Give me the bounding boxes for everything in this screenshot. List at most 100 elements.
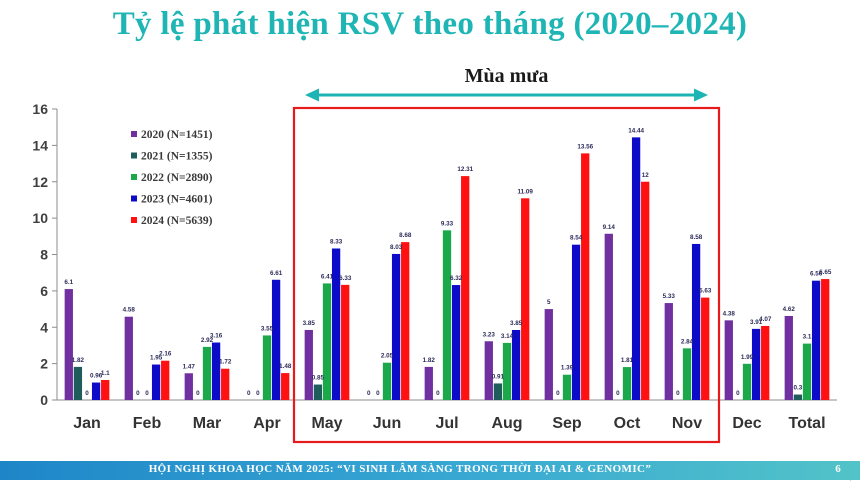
bar-value-label: 1.82 bbox=[423, 357, 436, 364]
bar bbox=[544, 309, 553, 400]
bar bbox=[701, 297, 710, 400]
page-number: 6 bbox=[835, 463, 841, 475]
bar-value-label: 3.1 bbox=[803, 334, 812, 341]
bar bbox=[811, 280, 821, 400]
bar-value-label: 1.81 bbox=[621, 357, 634, 364]
bar bbox=[124, 316, 133, 400]
bar-value-label: 6.1 bbox=[64, 279, 73, 286]
arrow-right-head-icon bbox=[694, 88, 708, 102]
bar-value-label: 0 bbox=[367, 390, 371, 397]
bar-value-label: 8.33 bbox=[330, 238, 343, 245]
bar-value-label: 0 bbox=[616, 390, 620, 397]
bar bbox=[622, 367, 632, 400]
bar-value-label: 5 bbox=[547, 299, 551, 306]
bar-value-label: 1.95 bbox=[150, 355, 163, 362]
chart-legend: 2020 (N=1451) 2021 (N=1355) 2022 (N=2890) 2… bbox=[131, 129, 213, 227]
bar-value-label: 12 bbox=[642, 172, 650, 179]
bar bbox=[751, 328, 761, 400]
y-tick-label: 4 bbox=[40, 319, 48, 335]
bar-value-label: 1.72 bbox=[219, 359, 232, 366]
legend-swatch bbox=[131, 131, 137, 137]
bar bbox=[331, 248, 341, 400]
bar-value-label: 3.14 bbox=[501, 333, 514, 340]
bar-value-label: 1.47 bbox=[183, 363, 196, 370]
bar-value-label: 0.96 bbox=[90, 373, 103, 380]
bar bbox=[562, 374, 572, 400]
y-tick-label: 10 bbox=[32, 210, 48, 226]
bar-value-label: 6.33 bbox=[339, 275, 352, 282]
bar-value-label: 3.85 bbox=[510, 320, 523, 327]
bar bbox=[784, 315, 793, 400]
x-tick-label: Sep bbox=[552, 415, 582, 432]
bar bbox=[202, 346, 212, 400]
bar bbox=[424, 366, 433, 400]
bar bbox=[581, 153, 590, 400]
legend-label: 2024 (N=5639) bbox=[141, 215, 213, 227]
legend-label: 2021 (N=1355) bbox=[141, 151, 213, 163]
bar bbox=[313, 384, 323, 400]
bar-value-label: 1.99 bbox=[741, 354, 754, 361]
bar-value-label: 3.85 bbox=[303, 320, 316, 327]
bar bbox=[682, 348, 692, 400]
bar-value-label: 2.92 bbox=[201, 337, 214, 344]
legend-label: 2020 (N=1451) bbox=[141, 129, 213, 141]
bar bbox=[742, 363, 752, 400]
bar bbox=[73, 366, 83, 400]
bar-value-label: 0 bbox=[145, 390, 149, 397]
bar-value-label: 2.84 bbox=[681, 338, 694, 345]
legend-swatch bbox=[131, 217, 137, 223]
bar bbox=[521, 198, 530, 400]
bar-value-label: 8.03 bbox=[390, 244, 403, 251]
bar-value-label: 12.31 bbox=[457, 166, 473, 173]
bar bbox=[442, 230, 452, 400]
bar bbox=[793, 394, 803, 400]
footer-conference-title: HỘI NGHỊ KHOA HỌC NĂM 2025: “VI SINH LÂM… bbox=[148, 463, 652, 475]
bar bbox=[262, 335, 272, 400]
bar bbox=[604, 233, 613, 400]
bar-value-label: 3.16 bbox=[210, 333, 223, 340]
bar-value-label: 0 bbox=[136, 390, 140, 397]
x-tick-label: Jun bbox=[373, 415, 401, 432]
bar bbox=[161, 360, 170, 400]
bar-value-label: 14.44 bbox=[628, 127, 644, 134]
chart-x-labels: Jan Feb Mar Apr May Jun Jul Aug Sep Oct Nov Dec Tota… bbox=[73, 415, 825, 432]
bar-value-label: 1.39 bbox=[561, 365, 574, 372]
bar-value-label: 8.54 bbox=[570, 235, 583, 242]
bar bbox=[304, 329, 313, 400]
bar-value-label: 2.16 bbox=[159, 351, 172, 358]
x-tick-label: Aug bbox=[491, 415, 522, 432]
x-tick-label: Mar bbox=[193, 415, 221, 432]
x-tick-label: Nov bbox=[672, 415, 702, 432]
slide-title: Tỷ lệ phát hiện RSV theo tháng (2020–202… bbox=[112, 6, 748, 42]
bar-value-label: 3.23 bbox=[483, 331, 496, 338]
y-tick-label: 6 bbox=[40, 283, 48, 299]
bar bbox=[211, 342, 221, 400]
arrow-left-head-icon bbox=[305, 88, 319, 102]
bar bbox=[401, 242, 410, 400]
bar-value-label: 6.56 bbox=[810, 271, 823, 278]
bar bbox=[761, 325, 770, 400]
bar-value-label: 8.68 bbox=[399, 232, 412, 239]
y-tick-label: 2 bbox=[40, 356, 48, 372]
bar-value-label: 6.32 bbox=[450, 275, 463, 282]
bar bbox=[221, 368, 230, 400]
bar-value-label: 5.63 bbox=[699, 288, 712, 295]
bar bbox=[484, 341, 493, 400]
bar bbox=[91, 382, 101, 400]
bar-value-label: 9.14 bbox=[603, 224, 616, 231]
bar-value-label: 0 bbox=[556, 390, 560, 397]
y-tick-label: 8 bbox=[40, 247, 48, 263]
bar-value-label: 0.85 bbox=[312, 375, 325, 382]
bar bbox=[101, 379, 110, 400]
bar bbox=[271, 279, 281, 400]
bar-value-label: 3.91 bbox=[750, 319, 763, 326]
bar-value-label: 2.05 bbox=[381, 353, 394, 360]
bar bbox=[322, 283, 332, 400]
footer-arrow-icon bbox=[850, 461, 860, 481]
legend-label: 2022 (N=2890) bbox=[141, 172, 213, 184]
rainy-season-annotation: Mùa mưa bbox=[292, 65, 721, 444]
bar bbox=[511, 329, 521, 400]
bar bbox=[571, 244, 581, 400]
chart-bars bbox=[64, 137, 830, 400]
